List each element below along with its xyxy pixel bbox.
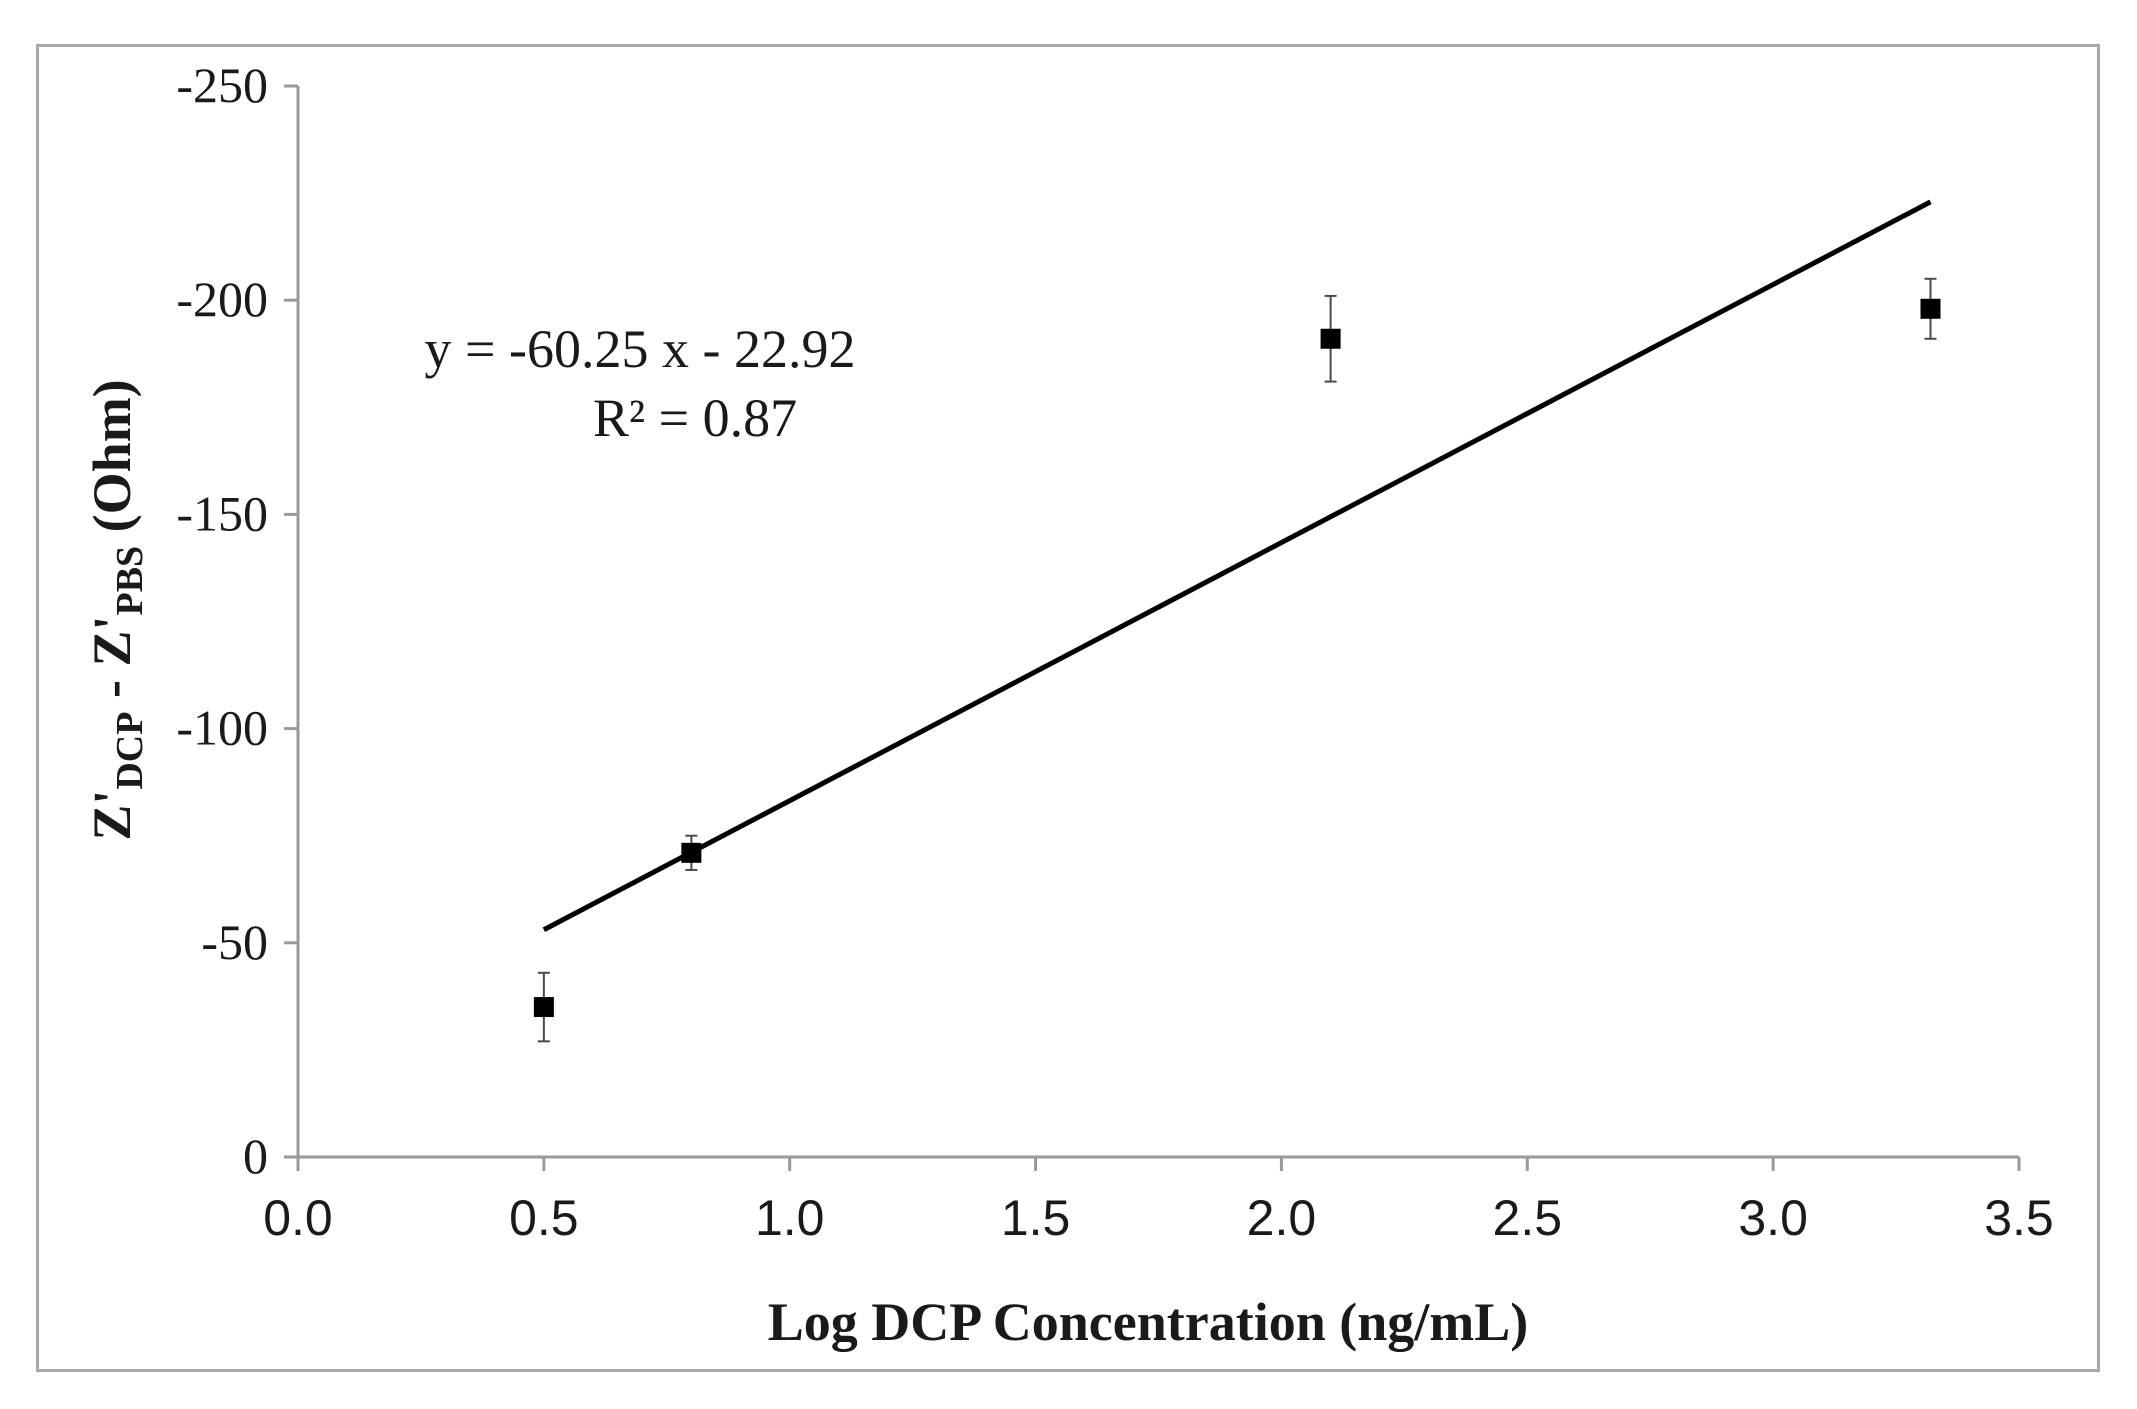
x-tick-label: 2.0: [1247, 1190, 1317, 1246]
x-tick-label: 0.0: [263, 1190, 333, 1246]
x-tick-label: 3.5: [1984, 1190, 2054, 1246]
data-point: [1920, 298, 1941, 319]
x-axis-title: Log DCP Concentration (ng/mL): [768, 1292, 1528, 1352]
x-tick-label: 1.5: [1001, 1190, 1071, 1246]
y-tick-label: -250: [176, 57, 268, 113]
y-axis-title-mid: - Z': [82, 616, 142, 712]
x-tick-label: 0.5: [509, 1190, 579, 1246]
y-tick-label: -150: [176, 485, 268, 541]
y-axis-title-end: (Ohm): [82, 379, 142, 545]
data-point: [681, 842, 702, 863]
y-tick-label: -100: [176, 700, 268, 756]
trend-layer: [542, 199, 1932, 932]
chart-frame: [36, 44, 2100, 1372]
ticks-layer: 0 -50 -100 -150 -200 -250 0.0 0.5 1.0 1.5 2.0 2.5 3.…: [176, 57, 2053, 1246]
r-squared-label: R² = 0.87: [593, 388, 797, 448]
data-point: [1320, 328, 1341, 349]
y-axis-title-sub-pbs: PBS: [109, 546, 151, 616]
y-tick-label: 0: [243, 1128, 268, 1184]
y-axis-title-sub-dcp: DCP: [109, 712, 151, 790]
trendline-equation: y = -60.25 x - 22.92: [425, 319, 856, 379]
x-tick-label: 1.0: [755, 1190, 825, 1246]
data-point: [533, 997, 554, 1018]
y-tick-label: -50: [201, 914, 268, 970]
x-tick-label: 3.0: [1738, 1190, 1808, 1246]
axes-layer: [296, 86, 2019, 1159]
x-tick-label: 2.5: [1493, 1190, 1563, 1246]
points-layer: [533, 277, 1941, 1043]
y-tick-label: -200: [176, 271, 268, 327]
trendline: [542, 199, 1932, 932]
y-axis-title: Z'DCP - Z'PBS (Ohm): [82, 379, 151, 840]
y-axis-title-main: Z': [82, 790, 142, 841]
